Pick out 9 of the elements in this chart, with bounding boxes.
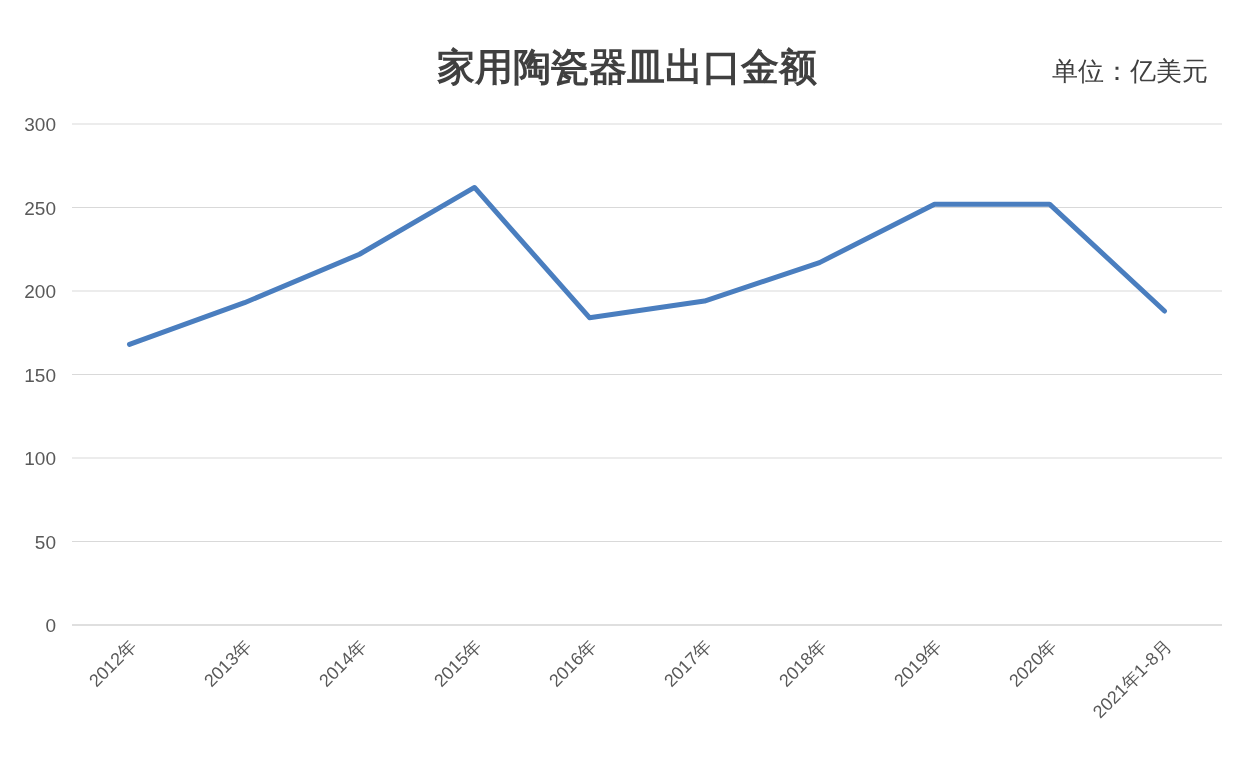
y-tick-label: 300: [24, 114, 56, 135]
y-tick-label: 100: [24, 448, 56, 469]
y-tick-label: 200: [24, 281, 56, 302]
y-tick-label: 150: [24, 364, 56, 386]
chart-title: 家用陶瓷器皿出口金额: [437, 46, 817, 88]
text: 单位：亿美元: [1052, 56, 1208, 86]
y-tick-label: 0: [45, 615, 56, 636]
y-tick-label: 50: [34, 531, 56, 553]
y-tick-label: 250: [24, 197, 56, 219]
